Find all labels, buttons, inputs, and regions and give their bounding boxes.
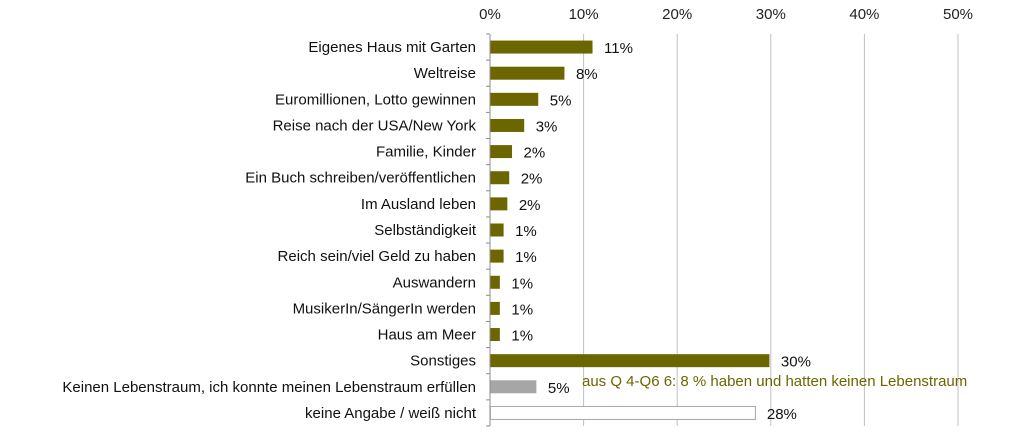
category-label: Sonstiges [410,353,476,370]
bar [490,92,539,106]
bar [490,66,565,80]
category-label: Euromillionen, Lotto gewinnen [275,91,476,108]
bar [490,40,593,54]
category-label: Eigenes Haus mit Garten [308,39,476,56]
bar [490,380,537,394]
category-label: Reise nach der USA/New York [273,117,477,134]
x-tick-label: 20% [662,6,692,23]
bar [490,249,504,263]
bar [490,328,500,342]
x-tick-label: 0% [479,6,501,23]
category-label: MusikerIn/SängerIn werden [293,300,476,317]
category-label: Reich sein/viel Geld zu haben [278,248,476,265]
x-tick-label: 40% [849,6,879,23]
data-label: 1% [511,275,533,292]
data-labels: 11%8%5%3%2%2%2%1%1%1%1%1%30%5%28% [511,40,811,423]
category-label: Weltreise [414,65,476,82]
data-label: 3% [536,118,558,135]
bar [490,171,510,185]
bar [490,197,508,211]
data-label: 8% [576,66,598,83]
category-label: Haus am Meer [378,327,476,344]
chart-annotation: aus Q 4-Q6 6: 8 % haben und hatten keine… [582,373,967,390]
category-label: Auswandern [393,274,476,291]
data-label: 11% [604,40,633,57]
data-label: 30% [781,354,811,371]
category-label: Selbständigkeit [374,222,477,239]
bar [490,354,770,368]
category-label: Keinen Lebenstraum, ich konnte meinen Le… [62,379,476,396]
category-label: keine Angabe / weiß nicht [305,405,477,422]
data-label: 28% [767,406,797,423]
category-axis [486,33,491,427]
bar [490,405,756,420]
x-tick-label: 50% [943,6,973,23]
bar [490,118,525,132]
category-label: Familie, Kinder [376,144,476,161]
category-labels: Eigenes Haus mit Garten Weltreise Euromill… [62,39,476,422]
data-label: 2% [519,197,541,214]
bar [490,223,504,237]
bar [490,301,500,315]
data-label: 1% [515,249,537,266]
gridlines [583,34,959,426]
x-axis-ticks: 0% 10% 20% 30% 40% 50% [479,6,973,23]
bars [490,40,770,420]
x-tick-label: 10% [569,6,599,23]
data-label: 1% [511,328,533,345]
x-tick-label: 30% [756,6,786,23]
bar [490,145,513,159]
data-label: 2% [521,171,543,188]
data-label: 5% [550,92,572,109]
category-label: Im Ausland leben [361,196,476,213]
category-label: Ein Buch schreiben/veröffentlichen [245,170,476,187]
data-label: 2% [524,145,546,162]
data-label: 5% [548,380,570,397]
data-label: 1% [515,223,537,240]
data-label: 1% [511,301,533,318]
bar [490,275,500,289]
